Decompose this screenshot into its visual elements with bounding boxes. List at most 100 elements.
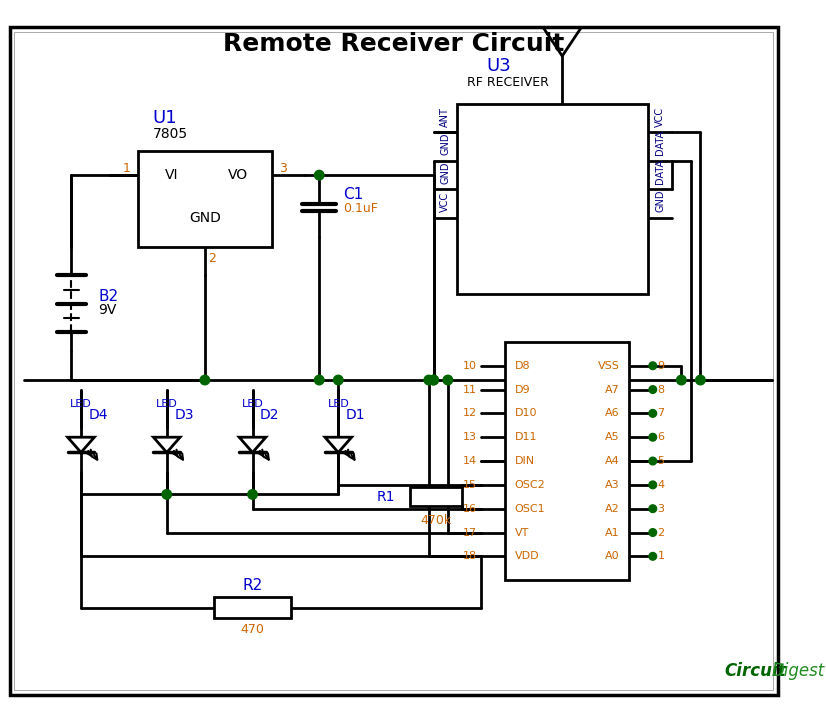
Polygon shape bbox=[240, 437, 266, 453]
Circle shape bbox=[424, 375, 434, 385]
Circle shape bbox=[649, 433, 657, 441]
Text: ANT: ANT bbox=[440, 107, 450, 127]
Text: 9: 9 bbox=[657, 360, 665, 371]
Text: R1: R1 bbox=[377, 490, 396, 504]
Text: D11: D11 bbox=[515, 432, 537, 442]
Circle shape bbox=[429, 375, 439, 385]
Text: 0.1uF: 0.1uF bbox=[343, 202, 378, 215]
Text: 9V: 9V bbox=[98, 304, 116, 317]
Text: 7: 7 bbox=[657, 408, 665, 418]
Polygon shape bbox=[325, 437, 352, 453]
Circle shape bbox=[649, 410, 657, 417]
Text: VCC: VCC bbox=[655, 107, 666, 127]
Text: GND: GND bbox=[189, 211, 221, 225]
Bar bbox=[505, 342, 629, 580]
Text: D8: D8 bbox=[515, 360, 530, 371]
Circle shape bbox=[649, 505, 657, 513]
Bar bbox=[458, 104, 648, 294]
Text: VT: VT bbox=[515, 528, 529, 538]
Circle shape bbox=[200, 375, 210, 385]
Text: 1: 1 bbox=[123, 162, 131, 175]
Text: VI: VI bbox=[164, 168, 178, 182]
Text: 3: 3 bbox=[657, 504, 665, 513]
Circle shape bbox=[649, 386, 657, 394]
Text: DATA: DATA bbox=[655, 130, 666, 155]
Circle shape bbox=[162, 490, 172, 499]
Text: 8: 8 bbox=[657, 384, 665, 394]
Text: RF RECEIVER: RF RECEIVER bbox=[467, 76, 548, 89]
Text: GND: GND bbox=[440, 162, 450, 184]
Polygon shape bbox=[68, 437, 94, 453]
Text: 1: 1 bbox=[657, 552, 665, 562]
Text: A5: A5 bbox=[605, 432, 620, 442]
Circle shape bbox=[443, 375, 453, 385]
Text: GND: GND bbox=[440, 133, 450, 155]
Text: U3: U3 bbox=[486, 56, 510, 74]
Polygon shape bbox=[154, 437, 180, 453]
Circle shape bbox=[315, 375, 324, 385]
Circle shape bbox=[429, 375, 439, 385]
Text: R2: R2 bbox=[242, 578, 263, 593]
Circle shape bbox=[649, 457, 657, 465]
Text: 6: 6 bbox=[657, 432, 665, 442]
Bar bbox=[138, 151, 272, 247]
Text: 4: 4 bbox=[657, 480, 665, 490]
Text: 15: 15 bbox=[463, 480, 477, 490]
Text: A6: A6 bbox=[605, 408, 620, 418]
Text: A0: A0 bbox=[605, 552, 620, 562]
Text: 18: 18 bbox=[463, 552, 477, 562]
Text: 3: 3 bbox=[279, 162, 287, 175]
Text: A3: A3 bbox=[605, 480, 620, 490]
Text: D2: D2 bbox=[260, 408, 279, 423]
Text: DATA: DATA bbox=[655, 159, 666, 184]
Text: 13: 13 bbox=[463, 432, 477, 442]
Text: 7805: 7805 bbox=[153, 127, 188, 141]
Circle shape bbox=[248, 490, 257, 499]
Text: D1: D1 bbox=[345, 408, 365, 423]
Text: VCC: VCC bbox=[440, 193, 450, 212]
Circle shape bbox=[649, 528, 657, 536]
Text: 2: 2 bbox=[657, 528, 665, 538]
Text: VO: VO bbox=[228, 168, 249, 182]
Text: U1: U1 bbox=[153, 109, 177, 127]
Text: GND: GND bbox=[655, 190, 666, 212]
Text: DIN: DIN bbox=[515, 456, 534, 466]
Circle shape bbox=[676, 375, 686, 385]
Text: LED: LED bbox=[327, 399, 349, 409]
Circle shape bbox=[315, 170, 324, 180]
Text: 12: 12 bbox=[463, 408, 477, 418]
Bar bbox=[410, 487, 463, 506]
Text: D10: D10 bbox=[515, 408, 537, 418]
Text: C1: C1 bbox=[343, 187, 363, 202]
Text: LED: LED bbox=[242, 399, 263, 409]
Circle shape bbox=[649, 362, 657, 370]
Text: B2: B2 bbox=[98, 288, 118, 304]
Text: 16: 16 bbox=[463, 504, 477, 513]
Text: A2: A2 bbox=[605, 504, 620, 513]
Text: 470: 470 bbox=[240, 623, 264, 636]
Text: A7: A7 bbox=[605, 384, 620, 394]
Circle shape bbox=[695, 375, 705, 385]
Text: D3: D3 bbox=[174, 408, 193, 423]
Text: Remote Receiver Circuit: Remote Receiver Circuit bbox=[223, 32, 564, 56]
Bar bbox=[215, 597, 291, 619]
Circle shape bbox=[649, 481, 657, 489]
Text: OSC2: OSC2 bbox=[515, 480, 545, 490]
Text: D9: D9 bbox=[515, 384, 530, 394]
Text: 470k: 470k bbox=[420, 514, 452, 527]
Text: D4: D4 bbox=[88, 408, 108, 423]
Text: 17: 17 bbox=[463, 528, 477, 538]
Text: Circuit: Circuit bbox=[724, 662, 786, 680]
Text: Digest: Digest bbox=[771, 662, 825, 680]
Text: OSC1: OSC1 bbox=[515, 504, 545, 513]
Circle shape bbox=[334, 375, 343, 385]
Text: LED: LED bbox=[70, 399, 92, 409]
Text: A4: A4 bbox=[605, 456, 620, 466]
Text: LED: LED bbox=[156, 399, 178, 409]
Text: VDD: VDD bbox=[515, 552, 539, 562]
Text: VSS: VSS bbox=[597, 360, 620, 371]
Text: 2: 2 bbox=[209, 252, 216, 265]
Text: 14: 14 bbox=[463, 456, 477, 466]
Circle shape bbox=[649, 552, 657, 560]
Text: 10: 10 bbox=[463, 360, 477, 371]
